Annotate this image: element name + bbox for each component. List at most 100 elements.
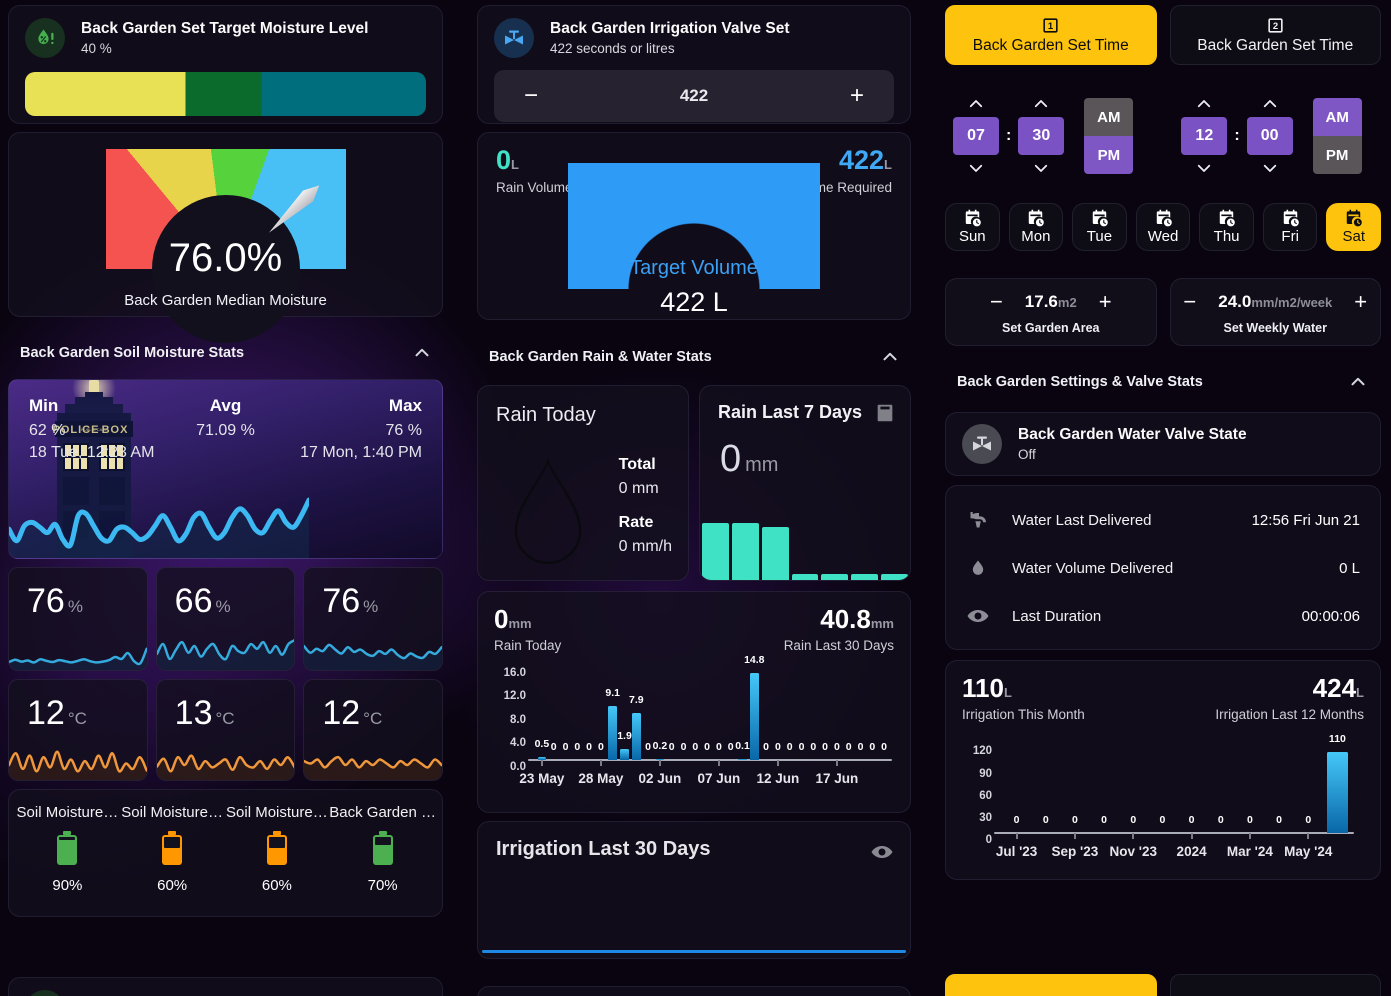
collapse-chevron-icon[interactable] [1347,371,1369,393]
set-weekly-water-stepper: − 24.0mm/m2/week + Set Weekly Water [1169,278,1381,346]
day-button-wed[interactable]: Wed [1135,203,1191,251]
day-button-tue[interactable]: Tue [1072,203,1127,251]
rain-30-days-chart-card[interactable]: 0mm Rain Today 40.8mm Rain Last 30 Days … [477,591,911,813]
battery-name: Back Garden … [329,804,436,821]
set-time-label: Back Garden Set Time [972,36,1129,54]
hour-up-icon[interactable] [1189,94,1219,114]
minus-button[interactable]: − [1183,289,1197,314]
valve-state-value: Off [1018,447,1036,462]
water-valve-state-card[interactable]: Back Garden Water Valve State Off [945,412,1381,476]
minute-down-icon[interactable] [1255,158,1285,178]
valve-stats-card: Water Last Delivered 12:56 Fri Jun 21 Wa… [945,485,1381,650]
set-time-button-1[interactable]: 1 Back Garden Set Time [945,5,1157,65]
irrigation-12-months-chart-card[interactable]: 110L Irrigation This Month 424L Irrigati… [945,660,1381,880]
median-moisture-gauge-card: 76.0% Back Garden Median Moisture [8,132,443,343]
rain-cards-row: Rain Today Total 0 mm Rate 0 mm/h Rain L… [477,385,911,581]
pm-button[interactable]: PM [1312,136,1362,174]
pm-button[interactable]: PM [1084,136,1134,174]
soil-moisture-history-chart [9,497,309,558]
hour-up-icon[interactable] [961,94,991,114]
total-value: 0 mm [618,480,659,497]
temperature-sensor-card-1[interactable]: 12 °C [8,679,148,781]
day-button-sun[interactable]: Sun [945,203,1000,251]
hour-down-icon[interactable] [961,158,991,178]
minute-up-icon[interactable] [1026,94,1056,114]
calculator-icon [874,402,896,424]
day-label: Fri [1281,228,1299,245]
battery-item-3[interactable]: Soil Moisture… 60% [225,804,330,902]
valve-set-value: 422 [679,86,709,105]
hour-down-icon[interactable] [1189,158,1219,178]
soil-moisture-history-card[interactable]: POLICE PUBLIC CALL BOX Min 62 % 18 Tue, … [8,379,443,559]
minute-value: 30 [1018,117,1065,155]
rain-last-7-days-card[interactable]: Rain Last 7 Days 0 mm [699,385,911,581]
set-time-button-1-partial[interactable]: 1 [945,974,1157,996]
svg-text:1: 1 [1048,21,1054,32]
rain-today-card[interactable]: Rain Today Total 0 mm Rate 0 mm/h [477,385,689,581]
am-button[interactable]: AM [1312,98,1362,136]
am-button[interactable]: AM [1084,98,1134,136]
rain-today-label: Rain Today [494,638,562,653]
stat-row-water-volume[interactable]: Water Volume Delivered 0 L [966,544,1360,592]
plus-button[interactable]: + [1098,289,1112,314]
day-button-thu[interactable]: Thu [1199,203,1254,251]
min-label: Min [29,396,59,415]
calendar-clock-icon [1347,209,1363,227]
moisture-sensor-card-1[interactable]: 76% [8,567,148,671]
minute-up-icon[interactable] [1255,94,1285,114]
battery-name: Soil Moisture… [226,804,328,821]
median-moisture-value: 76.0% [168,236,283,280]
collapse-chevron-icon[interactable] [879,346,901,368]
valve-icon [962,424,1002,464]
battery-percent: 90% [52,877,83,894]
temperature-value: 13 [174,694,213,732]
set-time-button-2[interactable]: 2 Back Garden Set Time [1169,5,1381,65]
weekly-water-unit: mm/m2/week [1251,295,1333,310]
svg-text:2: 2 [1273,21,1278,32]
stat-row-last-duration[interactable]: Last Duration 00:00:06 [966,592,1360,640]
minus-button[interactable]: − [523,82,538,109]
moisture-sensor-card-3[interactable]: 76% [303,567,443,671]
valve-set-stepper: − 422 + [494,70,894,122]
plus-button[interactable]: + [1354,289,1368,314]
rain7-bar-chart [702,518,909,580]
temperature-unit: °C [215,709,235,728]
min-value: 62 % [29,422,66,439]
set-time-button-2-partial[interactable]: 2 [1169,974,1381,996]
day-button-mon[interactable]: Mon [1008,203,1064,251]
volume-required-unit: L [884,157,892,172]
moisture-sensor-card-2[interactable]: 66% [155,567,296,671]
minus-button[interactable]: − [989,289,1003,314]
moisture-value: 76 [27,582,65,620]
battery-item-1[interactable]: Soil Moisture… 90% [15,804,120,902]
temperature-value: 12 [322,694,361,732]
stat-label: Water Volume Delivered [1012,559,1174,577]
irrigation-30-days-card[interactable]: Irrigation Last 30 Days [477,821,911,959]
day-button-sat[interactable]: Sat [1326,203,1382,251]
temperature-sensor-card-3[interactable]: 12 °C [303,679,443,781]
garden-area-value: 17.6 [1024,292,1058,311]
garden-area-label: Set Garden Area [1002,321,1100,335]
calendar-clock-icon [1092,209,1108,227]
rain-today-unit: mm [508,616,532,631]
rain-volume-value: 0 [496,145,512,175]
raindrop-icon [514,457,582,565]
moisture-value: 76 [322,582,361,620]
battery-item-2[interactable]: Soil Moisture… 60% [120,804,225,902]
battery-item-4[interactable]: Back Garden … 70% [329,804,436,902]
calendar-clock-icon [1029,209,1045,227]
stat-row-water-last-delivered[interactable]: Water Last Delivered 12:56 Fri Jun 21 [966,496,1360,544]
eye-icon [870,840,894,864]
weekday-buttons-row: Sun Mon Tue Wed Thu Fri Sat [945,203,1382,251]
temperature-sensor-card-2[interactable]: 13 °C [155,679,296,781]
weekly-water-label: Set Weekly Water [1223,321,1327,335]
day-label: Mon [1021,228,1051,245]
collapse-chevron-icon[interactable] [411,342,433,364]
minute-down-icon[interactable] [1026,158,1056,178]
day-button-fri[interactable]: Fri [1262,203,1318,251]
stat-label: Water Last Delivered [1012,511,1152,529]
target-moisture-slider[interactable] [25,72,426,116]
hour-value: 07 [953,117,999,155]
plus-button[interactable]: + [849,82,864,109]
stat-label: Last Duration [1012,607,1102,625]
